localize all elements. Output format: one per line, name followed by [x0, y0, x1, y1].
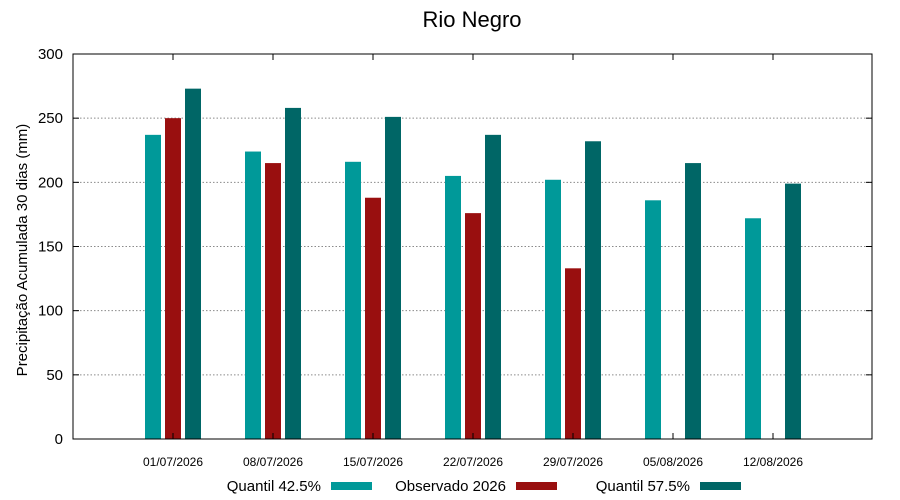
- legend: Quantil 42.5% Observado 2026 Quantil 57.5%: [227, 478, 741, 495]
- bar: [245, 151, 261, 440]
- legend-label: Quantil 42.5%: [227, 478, 321, 495]
- bar: [185, 88, 201, 440]
- axis-ticks: 0 50 100 150 200 250 300 01/07/2026 08/07/2026 15…: [38, 46, 872, 469]
- legend-swatch: [516, 482, 557, 490]
- bar: [545, 179, 561, 439]
- bar: [265, 163, 281, 440]
- x-tick-label: 08/07/2026: [243, 455, 303, 469]
- bar: [385, 116, 401, 439]
- chart-title: Rio Negro: [422, 7, 521, 32]
- bar: [445, 175, 461, 439]
- bar: [165, 118, 181, 440]
- bar: [365, 197, 381, 439]
- y-tick-label: 100: [38, 303, 63, 320]
- bar: [685, 163, 701, 440]
- bar: [465, 213, 481, 439]
- x-tick-label: 01/07/2026: [143, 455, 203, 469]
- x-tick-label: 15/07/2026: [343, 455, 403, 469]
- bar: [565, 268, 581, 439]
- y-tick-label: 250: [38, 110, 63, 127]
- legend-label: Observado 2026: [395, 478, 506, 495]
- bar: [285, 107, 301, 440]
- y-tick-label: 200: [38, 174, 63, 191]
- x-tick-label: 05/08/2026: [643, 455, 703, 469]
- legend-label: Quantil 57.5%: [596, 478, 690, 495]
- legend-swatch: [700, 482, 741, 490]
- bar: [485, 134, 501, 439]
- bar: [345, 161, 361, 440]
- legend-swatch: [331, 482, 372, 490]
- y-tick-label: 300: [38, 46, 63, 63]
- y-tick-label: 50: [46, 367, 63, 384]
- bars: [145, 88, 801, 440]
- x-tick-label: 22/07/2026: [443, 455, 503, 469]
- bar: [745, 218, 761, 439]
- y-tick-label: 150: [38, 239, 63, 256]
- x-tick-label: 29/07/2026: [543, 455, 603, 469]
- bar: [585, 141, 601, 439]
- bar: [145, 134, 161, 439]
- y-tick-label: 0: [55, 431, 63, 448]
- bar: [785, 183, 801, 439]
- y-axis-label: Precipitação Acumulada 30 dias (mm): [14, 124, 31, 377]
- bar: [645, 200, 661, 439]
- x-tick-label: 12/08/2026: [743, 455, 803, 469]
